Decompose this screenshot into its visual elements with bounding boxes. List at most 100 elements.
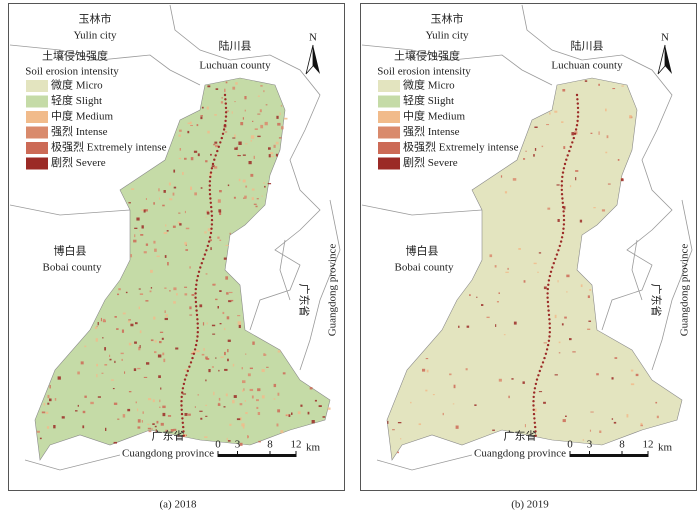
erosion-patch (200, 115, 203, 117)
erosion-patch (257, 412, 261, 416)
channel-erosion (208, 193, 212, 196)
erosion-patch (227, 339, 231, 342)
erosion-patch (614, 357, 618, 359)
channel-erosion (221, 132, 225, 135)
erosion-patch (277, 392, 280, 396)
erosion-patch (511, 378, 514, 380)
erosion-patch (629, 115, 632, 119)
erosion-patch (236, 418, 241, 421)
channel-erosion (548, 335, 551, 338)
erosion-patch (574, 131, 578, 135)
erosion-patch (263, 353, 266, 356)
channel-erosion (569, 145, 572, 148)
erosion-patch (150, 287, 153, 289)
channel-erosion (209, 175, 212, 179)
channel-erosion (534, 382, 538, 386)
erosion-patch (114, 360, 116, 364)
erosion-patch (224, 351, 226, 356)
erosion-patch (90, 401, 94, 405)
erosion-patch (217, 199, 221, 203)
erosion-patch (276, 423, 279, 427)
channel-erosion (186, 369, 189, 373)
scale-tick-label: 0 (215, 439, 221, 451)
erosion-patch (226, 437, 228, 441)
erosion-patch (187, 122, 191, 125)
place-label: 陆川县 (571, 39, 604, 53)
erosion-patch (166, 230, 169, 232)
channel-erosion (534, 425, 537, 429)
erosion-patch (229, 423, 232, 426)
erosion-patch (153, 316, 156, 320)
erosion-patch (257, 113, 261, 115)
erosion-patch (489, 254, 493, 258)
place-label: Yulin city (425, 30, 469, 42)
erosion-patch (169, 290, 171, 292)
erosion-patch (587, 295, 590, 299)
erosion-patch (182, 172, 184, 175)
erosion-patch (598, 131, 600, 135)
erosion-patch (200, 116, 203, 120)
erosion-patch (538, 391, 543, 393)
erosion-patch (245, 412, 248, 415)
erosion-patch (263, 182, 265, 184)
erosion-patch (495, 324, 497, 327)
north-arrow (305, 44, 314, 75)
erosion-patch (189, 314, 193, 316)
erosion-patch (245, 185, 248, 188)
erosion-patch (496, 301, 499, 303)
channel-erosion (576, 102, 579, 105)
channel-erosion (208, 184, 211, 187)
erosion-patch (225, 393, 228, 397)
erosion-patch (554, 110, 558, 113)
erosion-patch (139, 345, 141, 349)
erosion-patch (172, 225, 176, 228)
erosion-patch (256, 198, 259, 200)
channel-erosion (562, 223, 566, 226)
channel-erosion (200, 262, 203, 265)
erosion-patch (148, 430, 152, 433)
erosion-patch (113, 441, 117, 444)
channel-erosion (533, 387, 537, 390)
erosion-patch (184, 157, 187, 160)
channel-erosion (216, 149, 219, 153)
erosion-patch (178, 134, 181, 137)
erosion-patch (285, 414, 288, 417)
erosion-patch (211, 165, 215, 168)
erosion-patch (563, 146, 566, 150)
channel-erosion (181, 391, 184, 394)
channel-erosion (224, 119, 227, 123)
erosion-patch (215, 88, 219, 90)
erosion-patch (165, 314, 168, 317)
erosion-patch (612, 88, 616, 90)
channel-erosion (181, 387, 185, 390)
erosion-patch (145, 198, 147, 200)
erosion-patch (525, 150, 527, 152)
erosion-patch (245, 353, 247, 355)
channel-erosion (210, 223, 214, 226)
channel-erosion (209, 201, 212, 204)
channel-erosion (195, 309, 198, 312)
erosion-patch (256, 406, 259, 409)
channel-erosion (208, 188, 211, 192)
erosion-patch (238, 141, 242, 145)
erosion-patch (228, 300, 232, 303)
north-arrow (657, 44, 666, 75)
study-area (34, 77, 331, 461)
channel-erosion (548, 274, 552, 278)
erosion-patch (505, 271, 509, 273)
erosion-patch (138, 288, 141, 290)
erosion-patch (173, 186, 177, 189)
erosion-patch (170, 429, 174, 432)
erosion-patch (178, 212, 181, 214)
scale-tick-label: 8 (267, 439, 273, 451)
erosion-patch (230, 299, 234, 302)
place-label: Cuangdong province (122, 448, 214, 460)
channel-erosion (565, 158, 568, 161)
erosion-patch (162, 204, 165, 207)
channel-erosion (576, 111, 580, 114)
erosion-patch (143, 251, 147, 254)
erosion-patch (122, 312, 126, 315)
erosion-patch (158, 375, 161, 379)
erosion-patch (237, 155, 241, 157)
